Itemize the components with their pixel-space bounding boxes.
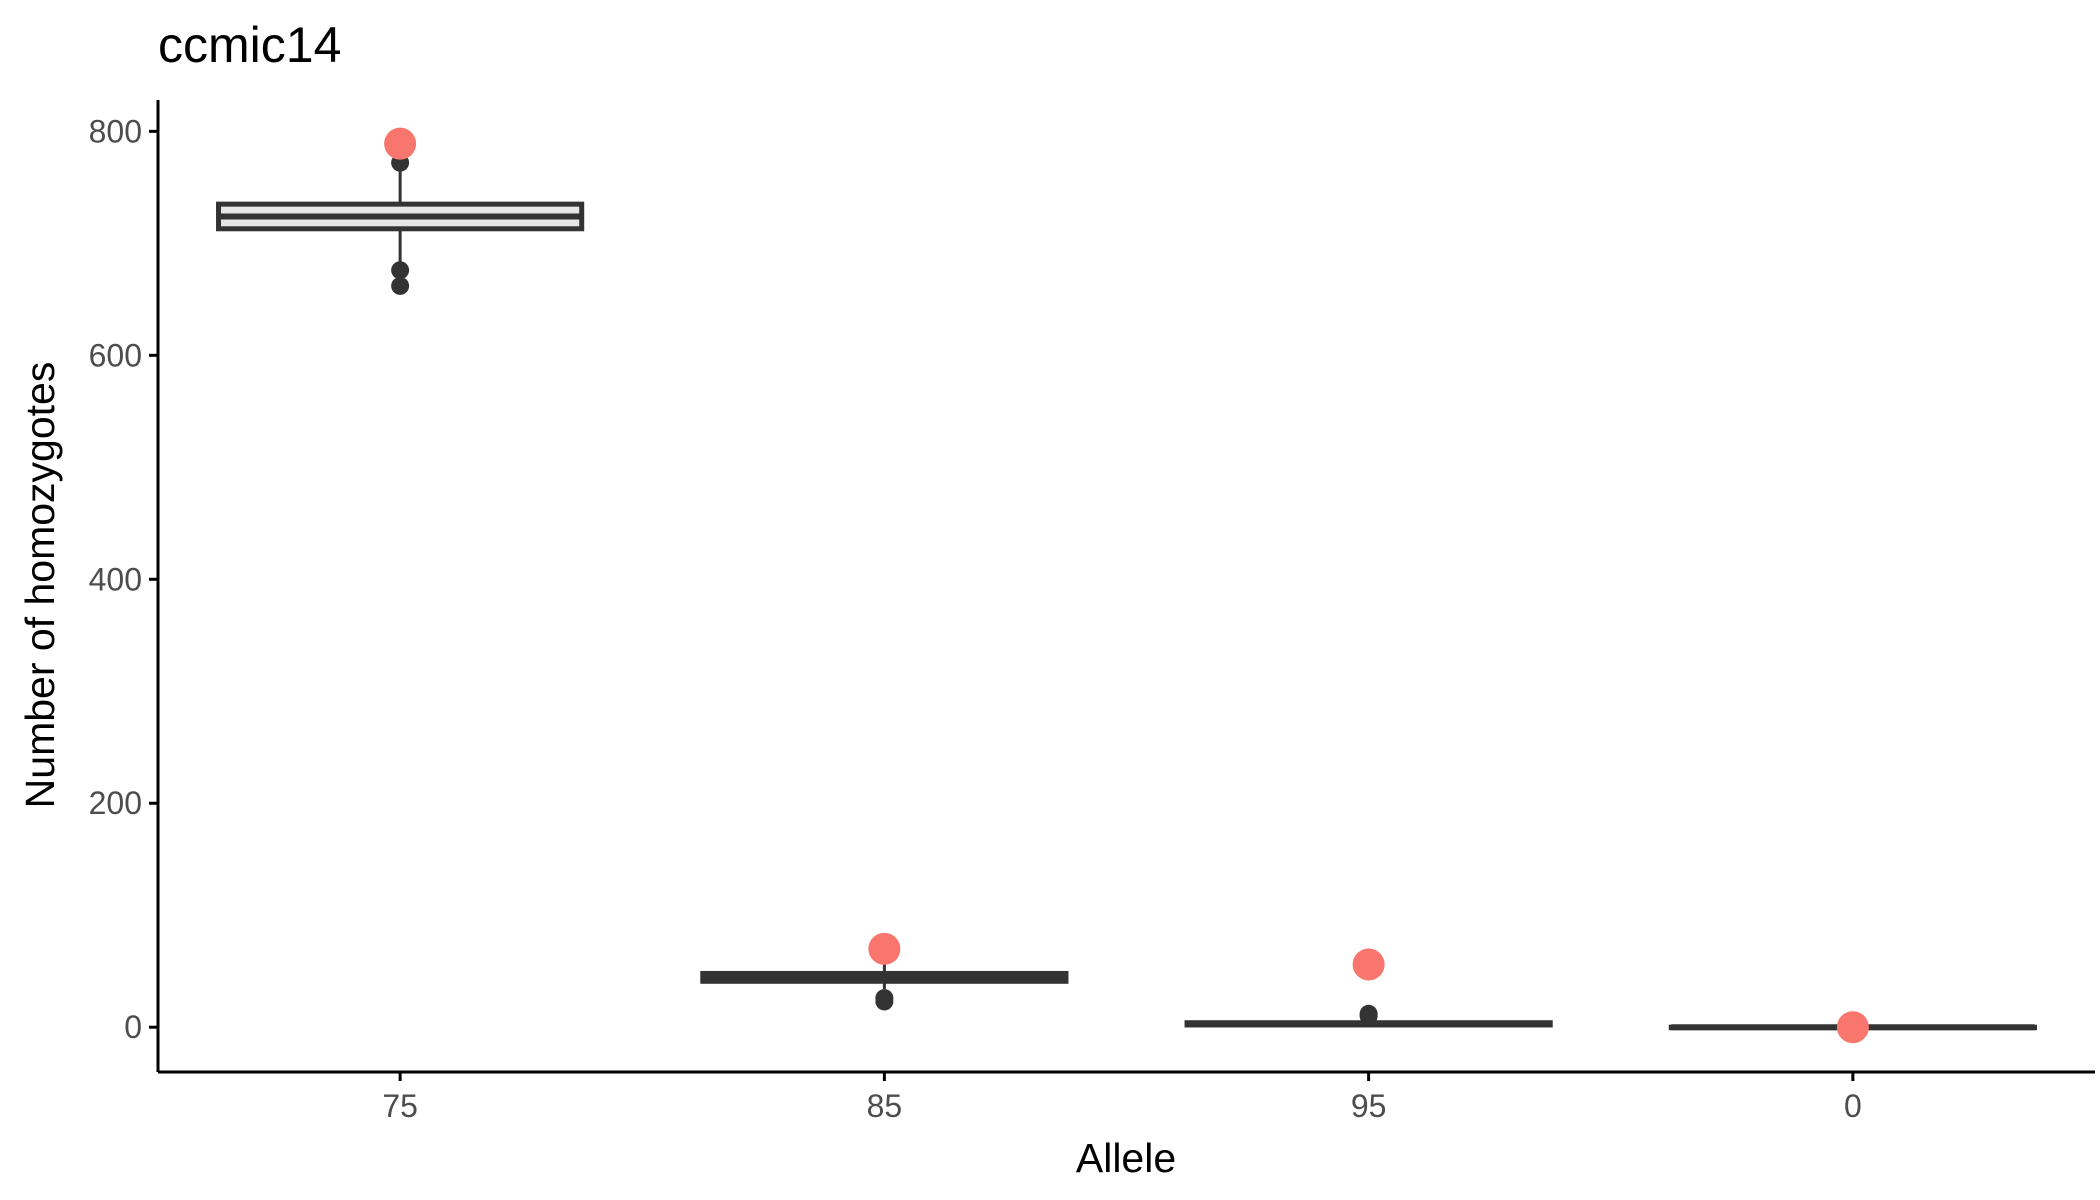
x-tick-label: 0 (1844, 1088, 1862, 1124)
outlier-point (391, 276, 410, 295)
y-tick-label: 400 (89, 561, 142, 597)
observed-point (868, 932, 901, 965)
x-axis-title: Allele (1076, 1135, 1176, 1181)
observed-point (1836, 1011, 1869, 1044)
outlier-point (1359, 1004, 1378, 1023)
x-tick-label: 95 (1351, 1088, 1387, 1124)
plot-area: 0 200 400 600 800 75 85 95 0 (89, 100, 2095, 1124)
outlier-point (875, 989, 894, 1008)
y-tick-label: 600 (89, 337, 142, 373)
chart-title: ccmic14 (158, 17, 341, 73)
observed-point (384, 127, 417, 160)
outlier-point (391, 261, 410, 280)
y-axis-title: Number of homozygotes (17, 362, 63, 809)
y-tick-label: 200 (89, 785, 142, 821)
observed-point (1352, 948, 1385, 981)
y-tick-label: 0 (124, 1009, 142, 1045)
y-tick-label: 800 (89, 113, 142, 149)
x-tick-label: 85 (867, 1088, 903, 1124)
x-tick-label: 75 (382, 1088, 418, 1124)
